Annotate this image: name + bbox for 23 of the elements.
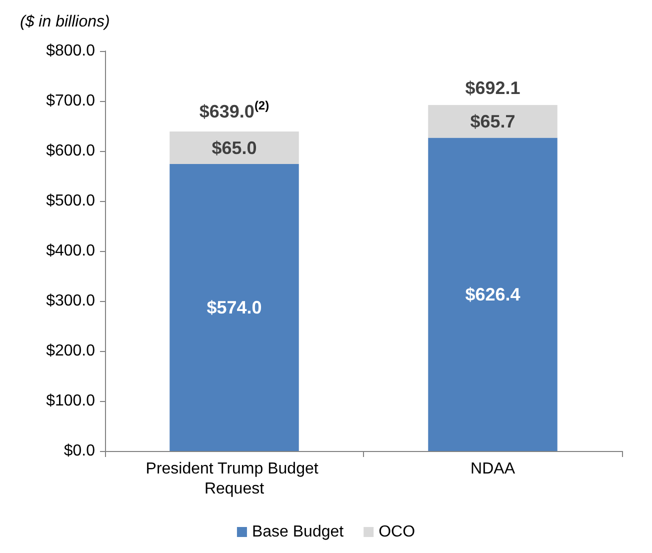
legend-label: Base Budget <box>252 524 344 540</box>
y-tick-label: $800.0 <box>46 42 96 60</box>
y-tick-label: $500.0 <box>46 192 96 210</box>
bar <box>428 104 558 138</box>
y-tick-label: $300.0 <box>46 292 96 310</box>
bar <box>428 138 558 451</box>
y-tick-label: $700.0 <box>46 92 96 110</box>
data-label: $574.0 <box>206 298 262 318</box>
y-tick-label: $600.0 <box>46 142 96 160</box>
data-label: $626.4 <box>465 284 520 304</box>
legend-label: OCO <box>378 524 416 540</box>
y-tick-label: $0.0 <box>64 442 96 460</box>
x-tick-label: NDAA <box>470 460 516 478</box>
y-tick-label: $200.0 <box>46 342 96 360</box>
y-axis-title: ($ in billions) <box>20 14 110 30</box>
data-label: $65.0 <box>212 138 257 158</box>
total-label: $692.1 <box>465 78 520 98</box>
x-tick-label: President Trump Budget Request <box>146 460 323 498</box>
y-tick-label: $100.0 <box>46 392 96 410</box>
bar <box>170 164 299 451</box>
y-tick-label: $400.0 <box>46 242 96 260</box>
bar <box>170 132 299 164</box>
data-label: $65.7 <box>470 111 516 132</box>
